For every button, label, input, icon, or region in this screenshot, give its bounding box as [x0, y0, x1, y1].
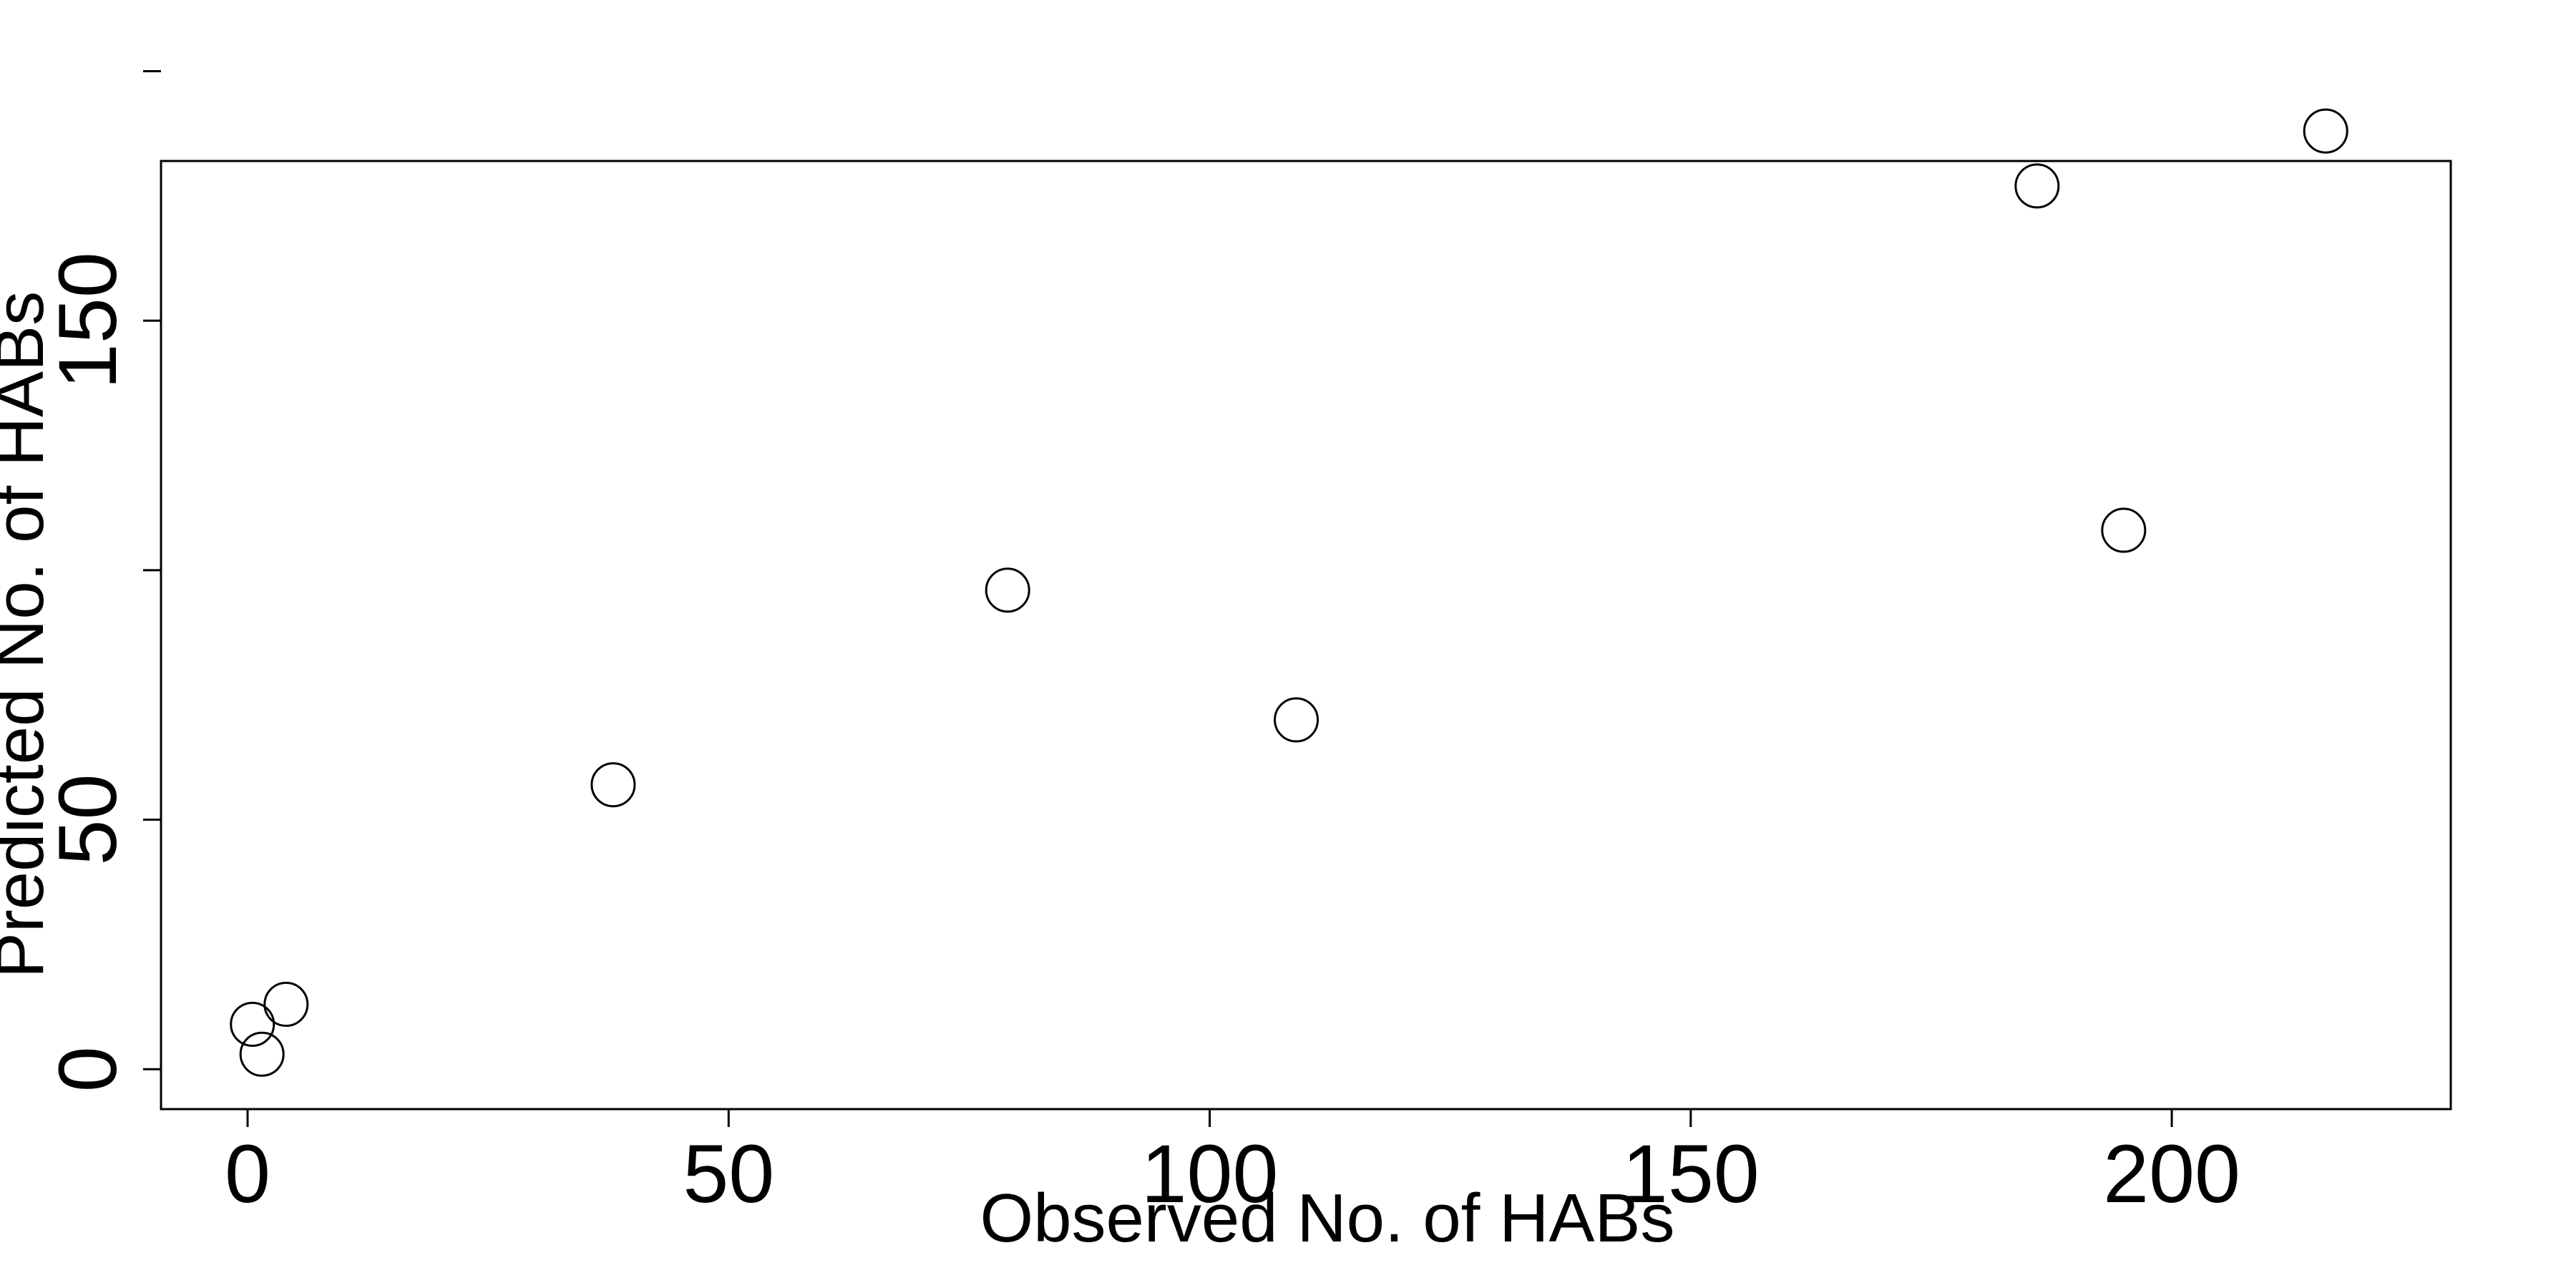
y-axis-label: Predicted No. of HABs: [0, 291, 58, 978]
x-tick-label: 0: [225, 1128, 270, 1220]
scatter-point: [590, 762, 636, 808]
scatter-point: [1274, 697, 1319, 743]
scatter-point: [2101, 507, 2147, 553]
scatter-point: [239, 1031, 285, 1077]
x-tick-label: 50: [683, 1128, 774, 1220]
x-axis: 0 50 100 150 200: [225, 1109, 2240, 1220]
y-tick-label: 50: [42, 774, 134, 866]
scatter-point: [230, 1001, 275, 1047]
data-points: [230, 108, 2348, 1077]
y-axis: 0 50 150: [42, 69, 161, 1092]
scatter-point: [2303, 108, 2348, 154]
x-tick-label: 100: [1141, 1128, 1279, 1220]
scatter-point: [985, 567, 1030, 613]
y-tick-label: 0: [42, 1046, 134, 1092]
x-tick-label: 150: [1622, 1128, 1760, 1220]
plot-frame: [160, 160, 2452, 1111]
x-axis-label: Observed No. of HABs: [980, 1180, 1674, 1257]
scatter-point: [2014, 163, 2060, 209]
scatter-point: [263, 982, 309, 1028]
y-tick-label: 150: [42, 252, 134, 389]
x-tick-label: 200: [2103, 1128, 2240, 1220]
